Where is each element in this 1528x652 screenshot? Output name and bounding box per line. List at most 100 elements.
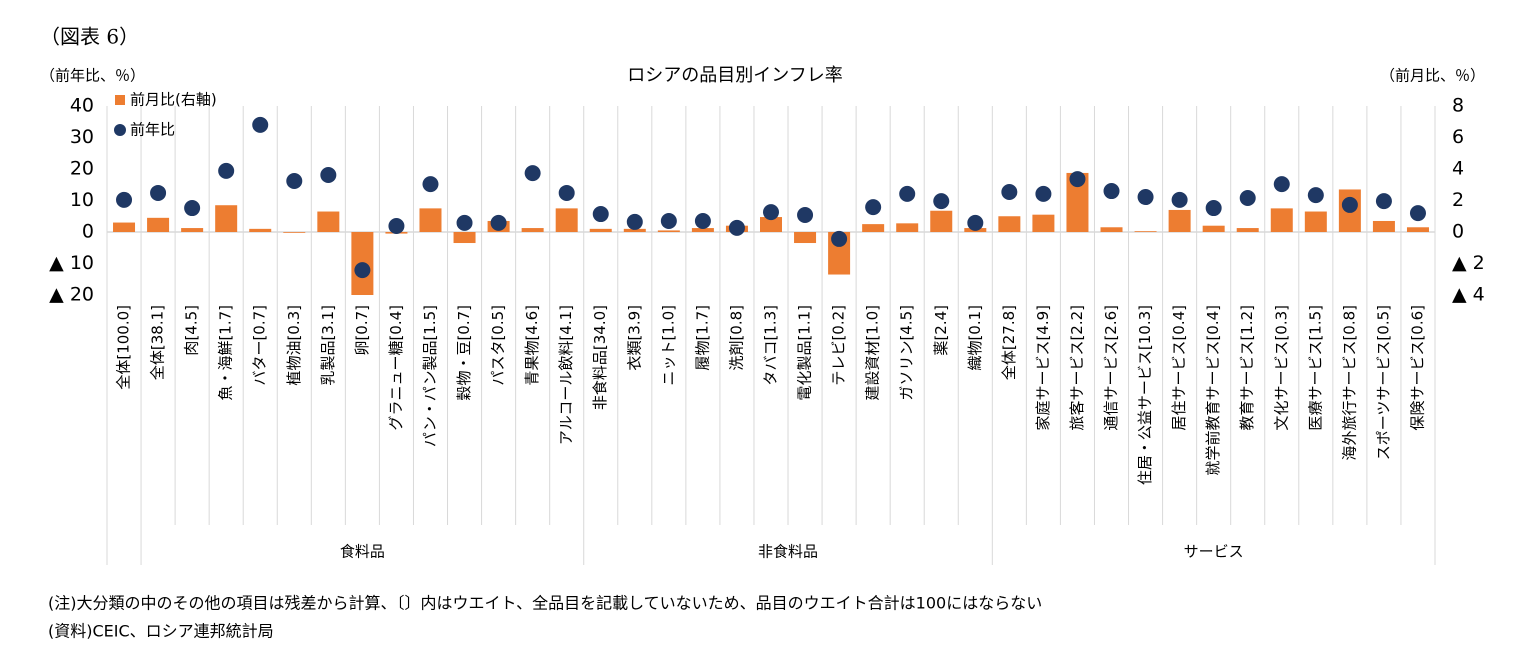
y2-axis-label: （前月比、％） — [1380, 67, 1485, 85]
bar — [555, 208, 578, 232]
x-tick-label: 魚・海鮮[1.7] — [217, 305, 235, 401]
x-tick-label: 非食料品[34.0] — [591, 305, 609, 410]
dot — [694, 212, 711, 229]
dot — [252, 116, 269, 133]
y-tick-label: 40 — [70, 95, 94, 117]
x-tick-label: ガソリン[4.5] — [898, 305, 916, 401]
bar — [1304, 211, 1327, 232]
x-tick-label: 家庭サービス[4.9] — [1034, 305, 1052, 431]
bar — [1202, 225, 1225, 232]
dot — [1103, 183, 1120, 200]
bar — [1372, 220, 1395, 232]
bar — [249, 228, 272, 232]
x-tick-label: 住居・公益サービス[10.3] — [1136, 305, 1154, 485]
bar — [930, 210, 953, 232]
y2-tick-label: 8 — [1452, 95, 1464, 117]
bar — [147, 217, 170, 232]
dot — [797, 206, 814, 223]
y2-tick-label: 0 — [1452, 221, 1464, 243]
y2-tick-label: 4 — [1452, 158, 1464, 180]
bar — [998, 216, 1021, 232]
dot — [116, 191, 133, 208]
chart-title: ロシアの品目別インフレ率 — [627, 65, 842, 86]
note: (資料)CEIC、ロシア連邦統計局 — [48, 622, 274, 641]
dot — [660, 212, 677, 229]
dot — [1375, 193, 1392, 210]
bar — [1270, 208, 1293, 232]
bar — [760, 217, 782, 232]
dot — [456, 214, 473, 231]
dot — [490, 214, 507, 231]
x-tick-label: 通信サービス[2.6] — [1102, 305, 1120, 431]
bar — [589, 228, 612, 232]
bar — [657, 230, 680, 232]
dot — [763, 204, 779, 221]
bar — [1066, 172, 1089, 232]
x-tick-label: バター[0.7] — [251, 305, 269, 386]
dot — [1205, 200, 1222, 217]
x-tick-label: 就学前教育サービス[0.4] — [1204, 305, 1222, 476]
x-tick-label: 旅客サービス[2.2] — [1068, 305, 1086, 431]
dot — [1001, 183, 1018, 200]
dot — [1069, 171, 1086, 188]
dot — [592, 206, 609, 223]
dot — [1239, 189, 1256, 206]
bar — [317, 211, 340, 232]
dot — [728, 219, 745, 236]
x-tick-label: テレビ[0.2] — [830, 305, 848, 386]
dot — [626, 213, 643, 230]
group-label: 食料品 — [340, 543, 385, 561]
bar — [1134, 231, 1157, 232]
dot — [1035, 185, 1052, 202]
legend-label: 前年比 — [130, 121, 175, 139]
bar — [453, 232, 476, 244]
y-tick-label: ▲ 20 — [49, 284, 94, 306]
dot — [1137, 189, 1154, 206]
y2-tick-label: 2 — [1452, 189, 1464, 211]
x-tick-label: 居住サービス[0.4] — [1170, 305, 1188, 431]
x-tick-label: 全体[100.0] — [115, 305, 133, 390]
x-tick-label: 穀物・豆[0.7] — [455, 305, 473, 401]
dot — [1171, 191, 1188, 208]
dot — [967, 214, 984, 231]
bar — [691, 228, 714, 232]
x-tick-label: 植物油[0.3] — [285, 305, 303, 386]
bar — [521, 228, 544, 232]
x-tick-label: 電化製品[1.1] — [796, 305, 814, 401]
y-tick-label: 30 — [70, 126, 94, 148]
note: (注)大分類の中のその他の項目は残差から計算、〔〕内はウエイト、全品目を記載して… — [48, 594, 1042, 613]
dot — [422, 176, 439, 193]
dot — [1409, 205, 1426, 222]
x-tick-label: 織物[0.1] — [966, 305, 984, 371]
group-label: 非食料品 — [758, 543, 818, 561]
y-tick-label: 20 — [70, 158, 94, 180]
dot — [865, 199, 882, 216]
x-tick-label: スポーツサービス[0.5] — [1374, 305, 1392, 460]
dot — [899, 185, 916, 202]
x-tick-label: 全体[38.1] — [149, 305, 167, 380]
x-tick-label: 全体[27.8] — [1000, 305, 1018, 380]
x-tick-label: 建設資材[1.0] — [864, 305, 882, 401]
bar — [215, 205, 238, 232]
dot — [524, 165, 541, 182]
x-tick-label: 青果物[4.6] — [523, 305, 541, 386]
x-tick-label: 洗剤[0.8] — [727, 305, 745, 371]
dot — [1273, 176, 1290, 193]
bar — [419, 208, 442, 232]
y-tick-label: ▲ 10 — [49, 252, 94, 274]
x-tick-label: 乳製品[3.1] — [319, 305, 337, 386]
bar — [623, 228, 646, 232]
bar — [283, 232, 306, 233]
dot — [1307, 187, 1324, 204]
bar — [794, 232, 817, 244]
dot — [320, 166, 337, 183]
y2-tick-label: ▲ 2 — [1452, 252, 1485, 274]
x-tick-label: 卵[0.7] — [353, 305, 371, 356]
dot — [218, 162, 235, 179]
dot — [184, 200, 201, 217]
bar — [862, 224, 885, 232]
x-tick-label: タバコ[1.3] — [762, 305, 780, 386]
y2-tick-label: 6 — [1452, 126, 1464, 148]
x-tick-label: 肉[4.5] — [183, 305, 201, 356]
